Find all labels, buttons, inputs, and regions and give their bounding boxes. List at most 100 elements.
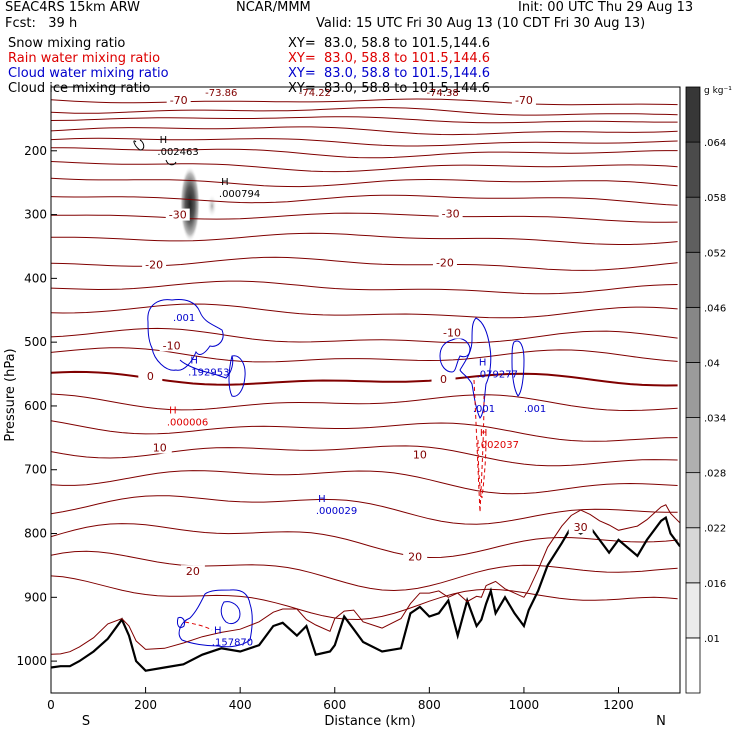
contour-label-bg xyxy=(180,565,205,578)
temperature-contour xyxy=(51,470,678,495)
contour-label-bg xyxy=(568,521,593,534)
colorbar-label: .052 xyxy=(704,248,726,259)
temperature-contour xyxy=(51,161,678,173)
temperature-contour xyxy=(51,106,678,116)
extremum-marker: H xyxy=(479,358,487,369)
temperature-contour xyxy=(51,347,678,363)
snow-shading xyxy=(180,166,217,242)
contour-label-bg xyxy=(142,258,167,271)
contour-label: -70 xyxy=(515,94,533,107)
contour-label: 20 xyxy=(186,565,200,578)
y-tick-label: 700 xyxy=(24,463,47,477)
cloud-water-contour xyxy=(177,617,185,629)
colorbar-label: .058 xyxy=(704,193,726,204)
colorbar-label: .016 xyxy=(704,579,726,590)
cloud-water-contour xyxy=(147,299,224,371)
temperature-contour xyxy=(51,303,678,319)
contour-label: 0 xyxy=(147,370,154,383)
y-tick-label: 900 xyxy=(24,590,47,604)
extremum-value: .002037 xyxy=(478,440,519,451)
colorbar-label: .034 xyxy=(704,414,726,425)
field-xy-rain: XY= 83.0, 58.8 to 101.5,144.6 xyxy=(288,51,491,66)
cloud-water-contour xyxy=(220,601,241,625)
temperature-contour-30 xyxy=(51,504,680,655)
y-tick-label: 400 xyxy=(24,271,47,285)
temperature-contour xyxy=(51,445,678,467)
contour-label-bg xyxy=(407,448,432,461)
contour-label-bg xyxy=(438,207,463,220)
rain-water-contour xyxy=(184,621,213,631)
contour-label-bg xyxy=(166,93,191,106)
colorbar-label: .064 xyxy=(704,138,726,149)
extremum-value: .001 xyxy=(173,313,195,324)
extremum-value: .192953 xyxy=(188,368,229,379)
south-label: S xyxy=(82,714,90,729)
field-name-rain: Rain water mixing ratio xyxy=(8,51,161,66)
extremum-value: -74.38 xyxy=(426,88,458,99)
rain-water-contour xyxy=(473,379,485,513)
extremum-value: -74.22 xyxy=(299,88,331,99)
temperature-contour xyxy=(51,98,678,106)
y-tick-label: 1000 xyxy=(16,654,47,668)
contour-label: -30 xyxy=(442,207,460,220)
forecast-hour: Fcst: 39 h xyxy=(5,16,78,31)
init-time: Init: 00 UTC Thu 29 Aug 13 xyxy=(518,0,694,15)
temperature-contour xyxy=(51,177,678,188)
contour-label: 0 xyxy=(440,373,447,386)
extremum-value: .000794 xyxy=(219,189,260,200)
cloud-water-contour xyxy=(439,337,471,373)
colorbar-swatch xyxy=(685,637,701,694)
temperature-contour xyxy=(51,280,678,295)
temperature-contour xyxy=(51,575,678,621)
contour-label: 20 xyxy=(408,550,422,563)
x-tick-label: 1200 xyxy=(603,698,634,712)
temperature-contour xyxy=(51,393,678,412)
contour-label: 30 xyxy=(574,521,588,534)
temperature-contour xyxy=(51,232,678,245)
plot-frame xyxy=(50,86,681,694)
valid-time: Valid: 15 UTC Fri 30 Aug 13 (10 CDT Fri … xyxy=(316,16,646,31)
contour-label-bg xyxy=(431,373,456,386)
temperature-contour xyxy=(51,194,678,206)
y-tick-label: 600 xyxy=(24,399,47,413)
y-tick-label: 300 xyxy=(24,208,47,222)
extremum-marker: H xyxy=(221,177,229,188)
colorbar-swatch xyxy=(685,472,701,529)
extremum-value: .001 xyxy=(473,404,495,415)
north-label: N xyxy=(656,714,666,729)
extremum-value: .000029 xyxy=(316,506,357,517)
contour-label-bg xyxy=(159,339,184,352)
contour-label: -70 xyxy=(170,94,188,107)
extremum-marker: H xyxy=(190,356,198,367)
colorbar-swatch xyxy=(685,306,701,363)
rain-water-contours xyxy=(184,379,487,631)
contour-label-bg xyxy=(432,256,457,269)
temperature-contour xyxy=(51,212,678,223)
temperature-contour xyxy=(51,327,678,344)
colorbar: .01 .016 .022 .028 .034 .04 .046 .052 .058 .064 xyxy=(685,86,726,694)
extremum-marker: H xyxy=(214,626,222,637)
colorbar-label: .028 xyxy=(704,469,726,480)
extremum-marker: H xyxy=(169,405,177,416)
y-tick-label: 500 xyxy=(24,335,47,349)
colorbar-swatch xyxy=(685,196,701,253)
cloud-water-contour xyxy=(179,355,234,379)
colorbar-swatch xyxy=(685,362,701,418)
cloud-ice-contour xyxy=(133,139,145,151)
extremum-marker: H xyxy=(160,135,168,146)
cloud-water-contour xyxy=(178,589,253,648)
temperature-contours xyxy=(51,98,678,621)
cloud-ice-contours xyxy=(133,139,177,166)
contour-label-bg xyxy=(440,326,465,339)
x-axis-label: Distance (km) xyxy=(324,714,415,729)
rain-water-contour xyxy=(477,439,487,499)
field-xy-cloud-ice: XY= 83.0, 58.8 to 101.5,144.6 xyxy=(288,81,491,96)
colorbar-label: .022 xyxy=(704,524,726,535)
temperature-contour xyxy=(51,116,678,124)
contour-label-bg xyxy=(147,441,172,454)
field-name-cloud-water: Cloud water mixing ratio xyxy=(8,66,169,81)
extremum-value: .002463 xyxy=(157,147,198,158)
field-name-snow: Snow mixing ratio xyxy=(8,36,126,51)
cloud-water-contour xyxy=(511,340,525,397)
